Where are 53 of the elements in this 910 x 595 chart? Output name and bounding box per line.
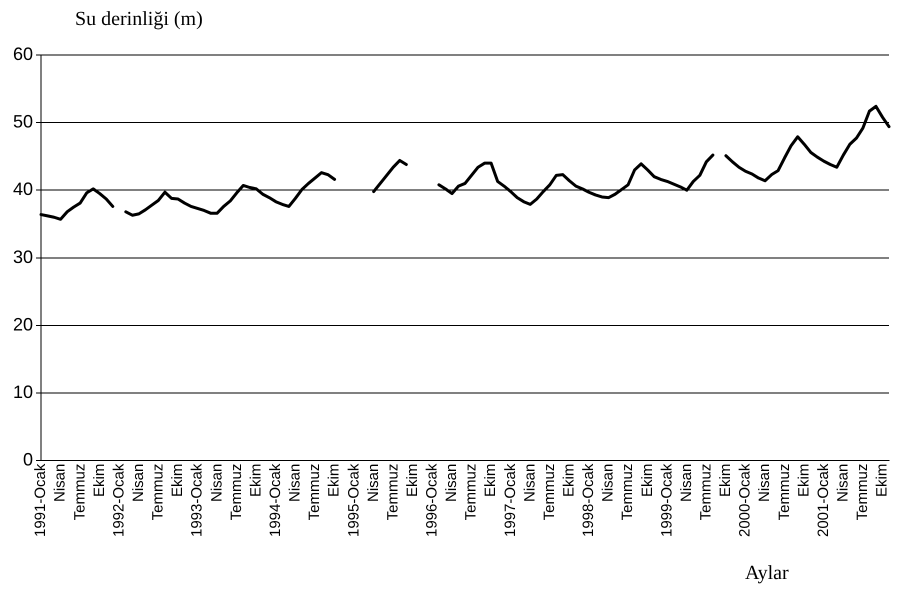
y-tick-label: 60 <box>12 44 34 64</box>
x-tick-label: Temmuz <box>619 464 636 520</box>
x-tick-label: Temmuz <box>854 464 872 520</box>
x-tick-label: 1996-Ocak <box>424 463 441 537</box>
x-tick-label: Nisan <box>443 464 460 502</box>
y-tick-label: 10 <box>12 382 34 402</box>
x-tick-label: 1997-Ocak <box>502 463 519 537</box>
x-tick-label: Nisan <box>834 464 852 502</box>
x-tick-label: Temmuz <box>228 464 245 520</box>
x-tick-label: Ekim <box>169 464 186 497</box>
x-tick-label: Nisan <box>678 464 695 502</box>
x-tick-label: Ekim <box>482 464 500 497</box>
x-tick-label: 1999-Ocak <box>658 463 676 537</box>
x-tick-label: 1991-Ocak <box>32 463 50 537</box>
x-tick-label: Ekim <box>247 464 264 497</box>
x-tick-label: Nisan <box>286 464 304 502</box>
x-tick-label: Ekim <box>404 464 421 497</box>
x-tick-label: Temmuz <box>462 464 480 520</box>
x-tick-label: 2000-Ocak <box>736 463 754 537</box>
x-tick-label: Ekim <box>326 464 343 497</box>
x-tick-label: Temmuz <box>698 464 714 520</box>
x-tick-label: Ekim <box>638 464 656 497</box>
x-tick-label: 1994-Ocak <box>266 463 284 537</box>
x-tick-label: Nisan <box>600 464 617 502</box>
x-tick-label: Nisan <box>756 464 774 502</box>
x-tick-label: 1992-Ocak <box>110 463 128 537</box>
x-tick-label: Temmuz <box>306 464 324 520</box>
x-tick-label: Nisan <box>130 464 148 502</box>
x-tick-label: Nisan <box>208 464 226 502</box>
x-tick-label: Temmuz <box>150 464 167 520</box>
x-tick-label: 1993-Ocak <box>188 463 206 537</box>
x-tick-label: Ekim <box>717 464 734 497</box>
x-tick-label: 2001-Ocak <box>814 463 832 537</box>
x-axis-title: Aylar <box>745 562 789 585</box>
x-tick-label: Nisan <box>52 464 69 502</box>
y-axis-title: Su derinliği (m) <box>75 8 203 31</box>
y-tick-label: 0 <box>23 450 34 470</box>
x-tick-label: Temmuz <box>384 464 402 520</box>
x-tick-label: Ekim <box>874 464 891 497</box>
x-tick-label: Ekim <box>795 464 812 497</box>
x-tick-label: Ekim <box>90 464 108 497</box>
y-tick-label: 20 <box>12 314 34 334</box>
x-tick-label: Temmuz <box>776 464 793 520</box>
x-tick-label: Temmuz <box>71 464 88 520</box>
y-tick-label: 40 <box>12 179 34 200</box>
x-tick-label: 1998-Ocak <box>580 463 598 537</box>
x-tick-label: Temmuz <box>540 464 558 520</box>
y-tick-label: 30 <box>12 246 34 267</box>
x-tick-label: Nisan <box>521 464 538 502</box>
y-tick-label: 50 <box>12 112 34 132</box>
x-tick-label: 1995-Ocak <box>345 463 362 537</box>
x-tick-label: Ekim <box>560 464 578 497</box>
x-tick-label: Nisan <box>364 464 382 502</box>
